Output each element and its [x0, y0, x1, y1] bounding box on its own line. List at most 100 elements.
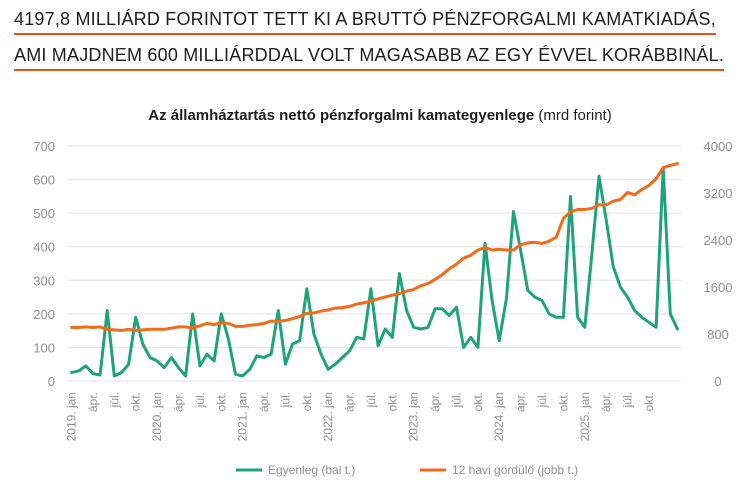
legend-label-gordulo: 12 havi gördülő (jobb t.): [452, 463, 578, 477]
data-point: [242, 375, 244, 377]
data-point: [299, 315, 301, 317]
data-point: [569, 211, 572, 213]
data-point: [512, 210, 515, 213]
data-point: [341, 356, 343, 359]
x-tick-label: júl.: [193, 392, 207, 408]
data-point: [605, 219, 607, 221]
data-point: [470, 336, 472, 338]
y-axis-left: 0 100 200 300 400 500 600 700: [33, 139, 55, 389]
data-point: [377, 345, 379, 347]
data-point: [220, 313, 222, 315]
x-tick-label: okt.: [385, 392, 399, 411]
data-point: [434, 278, 436, 280]
x-tick-label: 2020. jan: [150, 392, 164, 441]
data-point: [626, 191, 629, 193]
data-point: [398, 273, 400, 275]
data-point: [349, 350, 351, 352]
x-tick-label: 2024. jan: [492, 392, 506, 441]
data-point: [277, 320, 279, 322]
data-point: [320, 353, 322, 355]
data-point: [227, 322, 229, 324]
data-point: [413, 288, 415, 290]
data-point: [577, 316, 579, 318]
data-point: [498, 248, 500, 250]
headline-line-2: AMI MAJDNEM 600 MILLIÁRDDAL VOLT MAGASAB…: [14, 44, 725, 71]
data-point: [577, 208, 579, 211]
y-left-tick-label: 400: [33, 240, 55, 255]
data-point: [584, 326, 586, 328]
data-point: [334, 363, 336, 365]
data-point: [213, 360, 215, 362]
data-point: [128, 363, 130, 365]
data-point: [85, 326, 87, 328]
data-point: [71, 372, 73, 374]
data-point: [527, 289, 529, 291]
x-tick-label: ápr.: [599, 392, 613, 412]
data-point: [206, 322, 208, 324]
x-tick-label: ápr.: [343, 392, 357, 412]
data-point: [427, 326, 429, 328]
legend: Egyenleg (bal t.) 12 havi gördülő (jobb …: [236, 463, 578, 477]
data-point: [634, 309, 636, 312]
data-point: [591, 252, 593, 254]
y-left-tick-label: 600: [33, 173, 55, 188]
data-point: [242, 325, 244, 327]
chart-title-unit: (mrd forint): [534, 107, 612, 124]
data-point: [249, 324, 251, 326]
data-point: [448, 314, 450, 317]
data-point: [534, 296, 536, 298]
x-tick-label: júl.: [449, 392, 463, 408]
data-point: [249, 368, 251, 370]
headline-line-1: 4197,8 MILLIÁRD FORINTOT TETT KI A BRUTT…: [14, 8, 716, 35]
data-point: [71, 326, 73, 329]
data-point: [455, 263, 458, 265]
data-point: [185, 375, 187, 377]
data-point: [569, 195, 572, 197]
data-point: [441, 308, 443, 310]
data-point: [363, 302, 365, 304]
data-point: [120, 329, 123, 332]
x-tick-label: ápr.: [171, 392, 185, 412]
x-tick-label: 2025. jan: [578, 392, 592, 441]
data-point: [99, 374, 101, 376]
data-point: [648, 184, 650, 186]
data-point: [320, 310, 322, 312]
data-point: [484, 242, 486, 244]
data-point: [598, 175, 600, 177]
y-right-tick-label: 4000: [704, 139, 733, 154]
data-point: [170, 327, 172, 329]
x-tick-label: okt.: [300, 392, 314, 411]
data-point: [263, 356, 265, 359]
data-point: [149, 328, 151, 330]
x-tick-label: júl.: [621, 392, 635, 408]
data-point: [199, 325, 201, 327]
data-point: [192, 327, 194, 329]
data-point: [92, 373, 94, 375]
data-point: [199, 365, 201, 367]
x-tick-label: okt.: [214, 392, 228, 411]
data-point: [291, 343, 294, 345]
data-point: [598, 204, 600, 206]
data-point: [78, 326, 80, 329]
data-point: [263, 322, 265, 324]
data-point: [234, 325, 237, 327]
y-left-tick-label: 300: [33, 273, 55, 288]
data-point: [655, 326, 657, 328]
data-point: [406, 309, 408, 312]
data-point: [306, 288, 308, 290]
data-point: [434, 308, 436, 310]
data-point: [78, 370, 80, 372]
data-point: [113, 375, 115, 377]
data-point: [427, 282, 429, 285]
data-point: [591, 207, 593, 209]
data-point: [505, 298, 507, 300]
x-tick-label: okt.: [129, 392, 143, 411]
data-point: [527, 242, 529, 244]
data-point: [163, 328, 165, 330]
data-point: [291, 318, 294, 320]
data-point: [177, 367, 180, 369]
data-point: [669, 313, 671, 315]
data-point: [370, 300, 372, 302]
data-point: [626, 296, 629, 298]
data-point: [448, 268, 450, 270]
